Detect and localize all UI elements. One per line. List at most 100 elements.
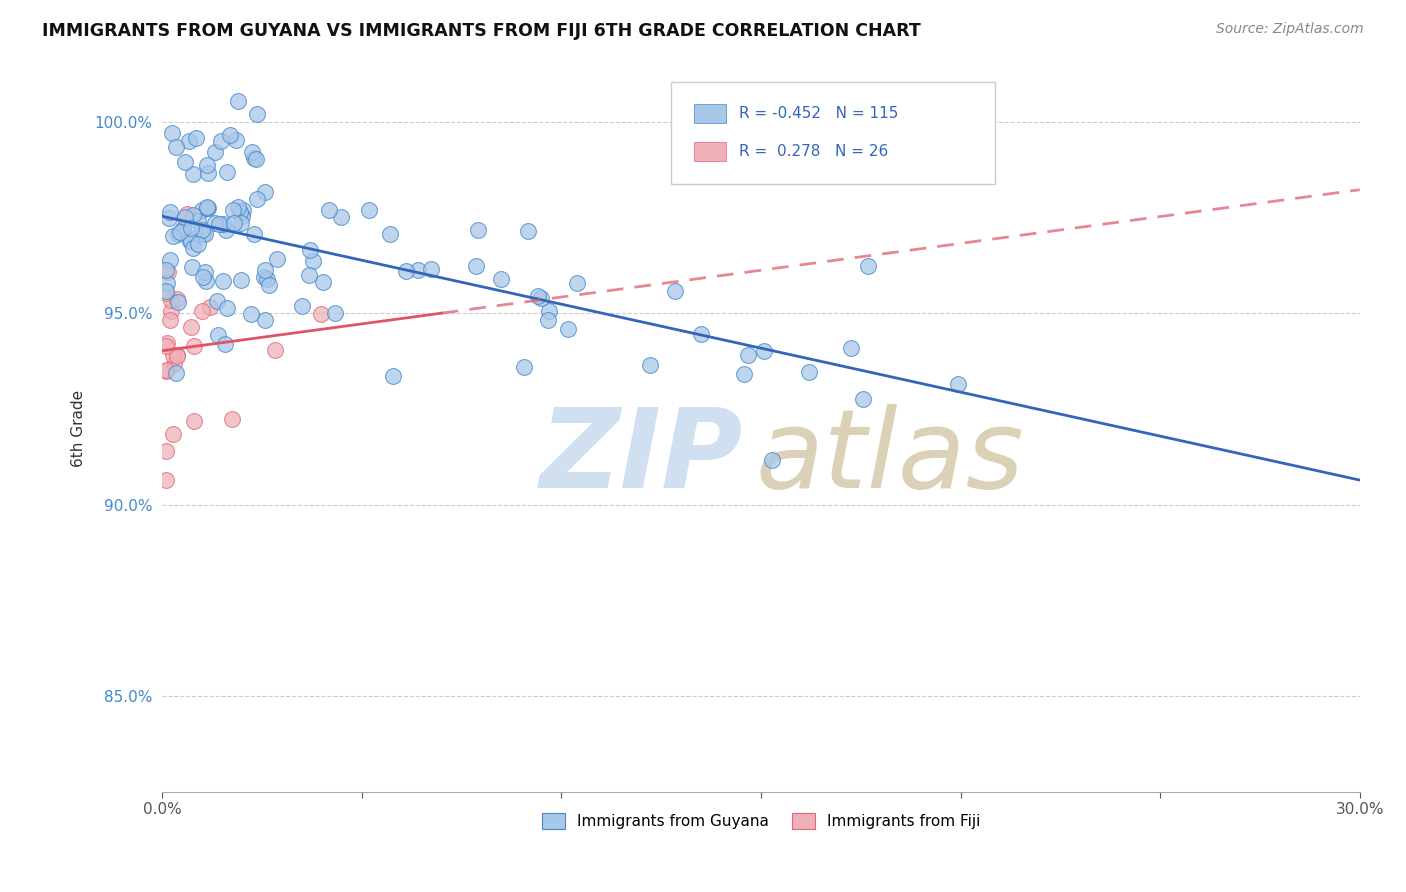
- Point: [215, 223, 238, 237]
- Point: [243, 227, 266, 241]
- Point: [174, 155, 197, 169]
- Point: [162, 427, 184, 442]
- Point: [207, 328, 229, 343]
- Text: IMMIGRANTS FROM GUYANA VS IMMIGRANTS FROM FIJI 6TH GRADE CORRELATION CHART: IMMIGRANTS FROM GUYANA VS IMMIGRANTS FRO…: [42, 22, 921, 40]
- Point: [752, 344, 775, 359]
- Point: [664, 284, 686, 298]
- Point: [242, 152, 264, 166]
- Point: [239, 307, 262, 321]
- Point: [163, 357, 186, 371]
- Point: [172, 222, 194, 236]
- Point: [530, 291, 553, 305]
- Point: [378, 227, 401, 242]
- Point: [231, 209, 253, 223]
- Point: [155, 339, 177, 353]
- Point: [245, 152, 267, 166]
- Point: [173, 210, 195, 224]
- Point: [841, 341, 863, 355]
- Text: R = -0.452   N = 115: R = -0.452 N = 115: [740, 106, 898, 121]
- Point: [191, 202, 214, 217]
- Point: [156, 276, 179, 290]
- Point: [176, 207, 198, 221]
- Point: [181, 241, 204, 255]
- Point: [159, 293, 181, 307]
- Point: [538, 304, 561, 318]
- Point: [253, 263, 276, 277]
- FancyBboxPatch shape: [695, 103, 727, 123]
- Point: [165, 366, 187, 380]
- Point: [180, 319, 202, 334]
- Point: [212, 217, 235, 231]
- Text: atlas: atlas: [755, 403, 1024, 510]
- Point: [160, 303, 183, 318]
- Point: [221, 203, 243, 218]
- Point: [733, 367, 755, 381]
- Point: [215, 301, 238, 315]
- Point: [246, 107, 269, 121]
- Point: [179, 234, 201, 248]
- Point: [298, 268, 321, 282]
- Point: [162, 229, 184, 244]
- Point: [204, 216, 226, 230]
- Point: [181, 260, 204, 274]
- Point: [166, 294, 188, 309]
- Point: [318, 202, 340, 217]
- Point: [946, 376, 969, 391]
- Point: [420, 262, 443, 277]
- Point: [240, 145, 263, 160]
- Point: [195, 274, 218, 288]
- Point: [167, 227, 190, 242]
- Point: [209, 134, 232, 148]
- Point: [467, 223, 489, 237]
- Point: [159, 205, 181, 219]
- Point: [246, 192, 269, 206]
- Point: [557, 322, 579, 336]
- Point: [302, 253, 325, 268]
- Point: [194, 265, 217, 279]
- Point: [527, 289, 550, 303]
- Point: [761, 453, 783, 467]
- Point: [162, 348, 184, 362]
- Point: [183, 414, 205, 428]
- Point: [797, 366, 820, 380]
- Point: [226, 200, 249, 214]
- Point: [166, 292, 188, 306]
- Point: [197, 166, 219, 180]
- Point: [221, 412, 243, 426]
- Point: [191, 227, 214, 241]
- Point: [323, 306, 346, 320]
- Point: [183, 167, 205, 181]
- Point: [205, 293, 228, 308]
- Point: [180, 221, 202, 235]
- Point: [330, 210, 353, 224]
- Point: [156, 335, 179, 350]
- Point: [155, 362, 177, 376]
- Point: [157, 211, 180, 226]
- Point: [160, 126, 183, 140]
- Point: [516, 224, 538, 238]
- Point: [229, 273, 252, 287]
- Point: [155, 285, 177, 299]
- Point: [191, 269, 214, 284]
- Point: [159, 252, 181, 267]
- Point: [155, 285, 177, 300]
- Point: [155, 363, 177, 377]
- Y-axis label: 6th Grade: 6th Grade: [72, 390, 86, 467]
- Point: [166, 348, 188, 362]
- Point: [229, 205, 252, 219]
- Point: [689, 326, 711, 341]
- Point: [394, 264, 416, 278]
- Point: [312, 275, 335, 289]
- Point: [183, 339, 205, 353]
- Point: [179, 134, 201, 148]
- Point: [155, 444, 177, 458]
- Text: Source: ZipAtlas.com: Source: ZipAtlas.com: [1216, 22, 1364, 37]
- Point: [219, 128, 242, 143]
- FancyBboxPatch shape: [695, 142, 727, 161]
- Point: [232, 202, 254, 217]
- Point: [165, 140, 187, 154]
- Point: [172, 222, 194, 236]
- Point: [257, 277, 280, 292]
- Point: [195, 201, 218, 215]
- Point: [359, 202, 381, 217]
